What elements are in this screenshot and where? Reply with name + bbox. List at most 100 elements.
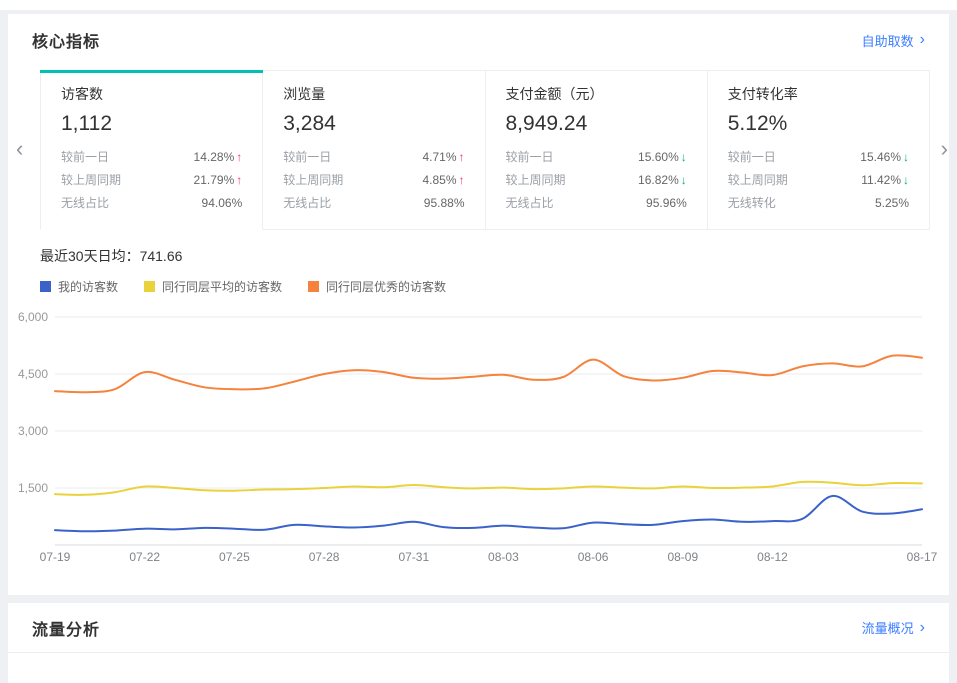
carousel-left-arrow[interactable]: ‹ <box>16 136 24 161</box>
x-tick-label: 08-12 <box>757 550 788 564</box>
metric-sub-label: 较上周同期 <box>505 173 566 187</box>
metric-sub-row: 较上周同期 4.85% ↑ <box>283 168 464 191</box>
legend-label: 我的访客数 <box>58 280 119 294</box>
metric-sub-label: 较前一日 <box>505 150 554 164</box>
metric-sub-value: 11.42% ↓ <box>861 172 909 187</box>
y-tick-label: 3,000 <box>18 424 48 438</box>
metric-sub-row: 较上周同期 11.42% ↓ <box>728 168 909 191</box>
self-service-data-link[interactable]: 自助取数 › <box>862 31 925 50</box>
legend-item-1[interactable]: 同行同层平均的访客数 <box>144 278 282 295</box>
core-metrics-header: 核心指标 自助取数 › <box>8 14 949 66</box>
metric-sub-value: 15.60% ↓ <box>638 149 687 164</box>
carousel-right-arrow[interactable]: › <box>940 136 948 161</box>
metric-sub-row: 较上周同期 21.79% ↑ <box>61 168 242 191</box>
x-tick-label: 08-06 <box>578 550 609 564</box>
metrics-carousel: ‹ 访客数 1,112 较前一日 14.28% ↑ 较上周同期 21.79% ↑ 无… <box>8 66 949 230</box>
metric-sub-value: 5.25% <box>874 195 909 210</box>
metric-sub-label: 无线占比 <box>61 196 110 210</box>
metric-sub-value: 94.06% <box>201 195 243 210</box>
self-service-data-label: 自助取数 <box>861 33 914 49</box>
traffic-overview-link[interactable]: 流量概况 › <box>862 618 925 637</box>
trend-down-icon: ↓ <box>680 149 687 164</box>
metric-sub-row: 无线转化 5.25% <box>728 191 909 214</box>
metric-label: 访客数 <box>61 86 103 102</box>
x-tick-label: 08-03 <box>488 550 519 564</box>
metric-sub-row: 较上周同期 16.82% ↓ <box>506 168 687 191</box>
metric-sub-value: 4.71% ↑ <box>422 149 465 164</box>
trend-down-icon: ↓ <box>903 149 909 164</box>
metric-sub-value: 15.46% ↓ <box>860 149 909 164</box>
metric-sub-row: 较前一日 14.28% ↑ <box>61 145 242 168</box>
metric-card-pageviews[interactable]: 浏览量 3,284 较前一日 4.71% ↑ 较上周同期 4.85% ↑ 无线占比 … <box>263 71 486 230</box>
metric-sub-row: 无线占比 94.06% <box>61 191 242 214</box>
trend-up-icon: ↑ <box>236 149 243 164</box>
trend-up-icon: ↑ <box>458 149 465 164</box>
trend-up-icon: ↑ <box>236 172 243 187</box>
metric-sub-label: 较前一日 <box>283 150 332 164</box>
chevron-right-icon: › <box>919 618 925 636</box>
trend-down-icon: ↓ <box>903 172 909 187</box>
y-tick-label: 4,500 <box>18 367 48 381</box>
metric-sub-value: 21.79% ↑ <box>193 172 243 187</box>
trend-up-icon: ↑ <box>458 172 465 187</box>
metric-card-payment-amount[interactable]: 支付金额（元） 8,949.24 较前一日 15.60% ↓ 较上周同期 16.8… <box>485 71 708 230</box>
series-line-1 <box>54 480 923 496</box>
metric-sub-value: 14.28% ↑ <box>193 149 243 164</box>
metric-value: 8,949.24 <box>505 112 588 135</box>
chart-legend: 我的访客数 同行同层平均的访客数 同行同层优秀的访客数 <box>40 278 949 295</box>
metric-sub-value: 16.82% ↓ <box>638 172 687 187</box>
metric-label: 支付金额（元） <box>505 86 604 102</box>
x-tick-label: 07-25 <box>219 550 250 564</box>
x-tick-label: 08-09 <box>667 550 698 564</box>
legend-swatch-icon <box>144 281 156 292</box>
core-metrics-card: 核心指标 自助取数 › ‹ 访客数 1,112 较前一日 14.28% ↑ 较上周… <box>8 14 949 595</box>
legend-swatch-icon <box>308 281 320 292</box>
chart-average-label: 最近30天日均：741.66 <box>40 248 183 264</box>
x-tick-label: 07-28 <box>309 550 340 564</box>
x-tick-label: 07-31 <box>398 550 429 564</box>
metric-sub-label: 无线占比 <box>283 196 332 210</box>
legend-swatch-icon <box>40 281 51 292</box>
metric-sub-label: 较前一日 <box>727 150 776 164</box>
metric-value: 5.12% <box>727 112 788 135</box>
legend-item-2[interactable]: 同行同层优秀的访客数 <box>308 278 446 295</box>
metric-sub-label: 无线转化 <box>727 196 776 210</box>
trend-down-icon: ↓ <box>680 172 687 187</box>
metric-sub-label: 较上周同期 <box>283 173 344 187</box>
metric-card-conversion-rate[interactable]: 支付转化率 5.12% 较前一日 15.46% ↓ 较上周同期 11.42% ↓ 无… <box>707 71 930 230</box>
x-tick-label: 08-17 <box>907 550 938 564</box>
metric-sub-value: 95.88% <box>423 195 465 210</box>
top-bar <box>0 0 957 10</box>
traffic-analysis-card: 流量分析 流量概况 › <box>8 603 949 683</box>
metric-label: 支付转化率 <box>727 86 798 102</box>
metric-label: 浏览量 <box>283 86 326 102</box>
metric-sub-row: 无线占比 95.88% <box>283 191 464 214</box>
metric-sub-row: 无线占比 95.96% <box>506 191 687 214</box>
metric-card-visitors[interactable]: 访客数 1,112 较前一日 14.28% ↑ 较上周同期 21.79% ↑ 无线占… <box>40 70 264 230</box>
x-tick-label: 07-22 <box>129 550 160 564</box>
legend-label: 同行同层平均的访客数 <box>162 280 283 294</box>
metric-sub-label: 较上周同期 <box>61 173 122 187</box>
metric-sub-label: 较前一日 <box>61 150 110 164</box>
active-tab-indicator <box>40 70 264 73</box>
metric-sub-row: 较前一日 15.60% ↓ <box>506 145 687 168</box>
metric-value: 3,284 <box>283 112 336 135</box>
y-tick-label: 1,500 <box>18 481 48 495</box>
traffic-overview-label: 流量概况 <box>861 621 914 636</box>
metric-card-list: 访客数 1,112 较前一日 14.28% ↑ 较上周同期 21.79% ↑ 无线占… <box>40 70 930 230</box>
metric-sub-label: 较上周同期 <box>727 173 788 187</box>
metric-sub-row: 较前一日 4.71% ↑ <box>283 145 464 168</box>
series-line-2 <box>54 354 923 394</box>
metric-sub-value: 95.96% <box>646 195 687 210</box>
series-line-0 <box>54 494 923 533</box>
metric-sub-value: 4.85% ↑ <box>422 172 465 187</box>
traffic-analysis-header: 流量分析 流量概况 › <box>8 603 949 653</box>
visitors-trend-section: 最近30天日均：741.66 我的访客数 同行同层平均的访客数 同行同层优秀的访客数… <box>8 230 949 595</box>
metric-sub-label: 无线占比 <box>505 196 554 210</box>
core-metrics-title: 核心指标 <box>32 34 101 51</box>
legend-item-0[interactable]: 我的访客数 <box>40 278 118 295</box>
metric-value: 1,112 <box>61 112 112 135</box>
y-tick-label: 6,000 <box>18 310 48 324</box>
visitors-line-chart: 1,500 3,000 4,500 6,000 07-19 07-22 07-25 07-28… <box>18 310 938 564</box>
legend-label: 同行同层优秀的访客数 <box>326 280 447 294</box>
